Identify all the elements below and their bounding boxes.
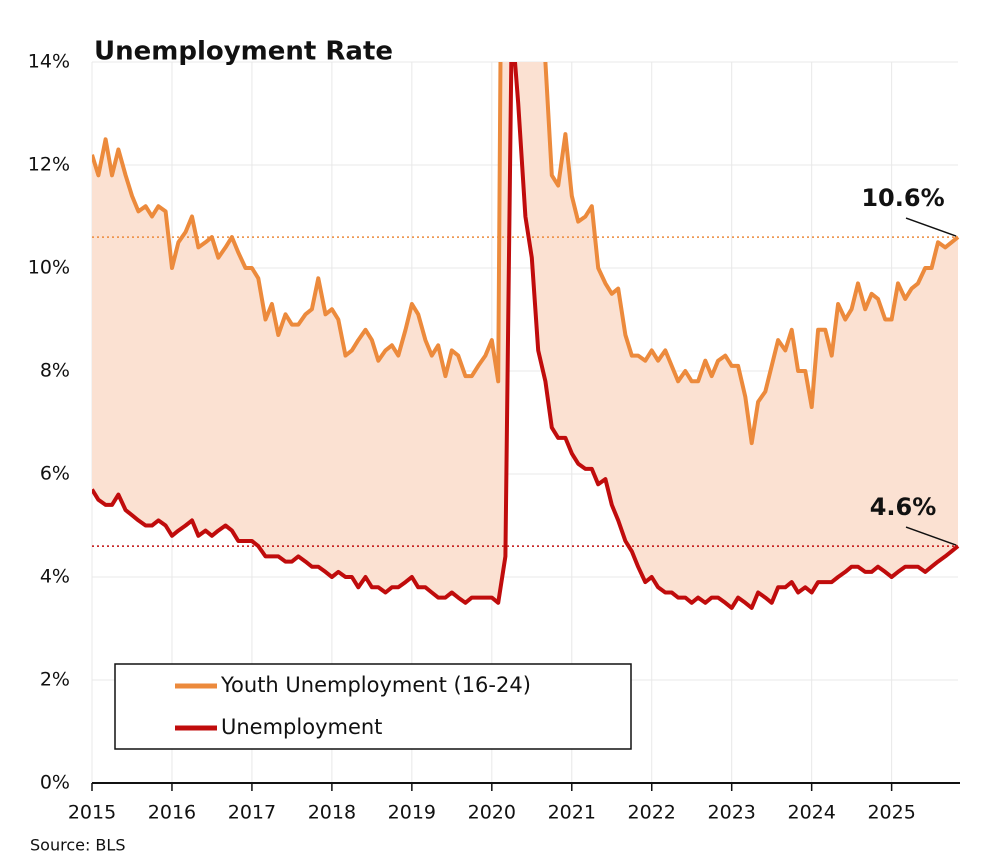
x-tick-label: 2015 (68, 802, 116, 824)
annotation-leader (905, 526, 957, 546)
x-tick-label: 2018 (308, 802, 356, 824)
y-tick-label: 6% (40, 463, 70, 485)
chart-title: Unemployment Rate (94, 37, 393, 67)
y-tick-label: 0% (40, 772, 70, 794)
x-tick-label: 2016 (148, 802, 196, 824)
y-tick-label: 14% (28, 51, 70, 73)
annotation-leader (905, 217, 957, 237)
legend-box (114, 663, 632, 750)
x-tick-label: 2022 (628, 802, 676, 824)
annotation-label: 10.6% (861, 184, 944, 212)
legend-label: Youth Unemployment (16-24) (220, 673, 531, 697)
series-line (92, 62, 960, 446)
x-tick-label: 2024 (787, 802, 835, 824)
x-tick-label: 2019 (388, 802, 436, 824)
y-tick-label: 8% (40, 360, 70, 382)
y-tick-label: 4% (40, 566, 70, 588)
x-tick-label: 2023 (708, 802, 756, 824)
y-tick-label: 2% (40, 669, 70, 691)
y-tick-label: 12% (28, 154, 70, 176)
x-tick-label: 2021 (548, 802, 596, 824)
y-tick-label: 10% (28, 257, 70, 279)
x-tick-label: 2025 (867, 802, 915, 824)
x-tick-label: 2020 (468, 802, 516, 824)
x-tick-label: 2017 (228, 802, 276, 824)
series-line (92, 62, 960, 610)
annotation-label: 4.6% (870, 493, 937, 521)
overlay: 0% 2% 4% 6% 8% 10% 12% 14% 2015 2016 2017 2018 2019 2… (28, 51, 960, 824)
source: Source: BLS (30, 836, 125, 855)
gap-area (92, 62, 958, 608)
legend-label: Unemployment (221, 715, 382, 739)
plot-area (92, 62, 960, 610)
